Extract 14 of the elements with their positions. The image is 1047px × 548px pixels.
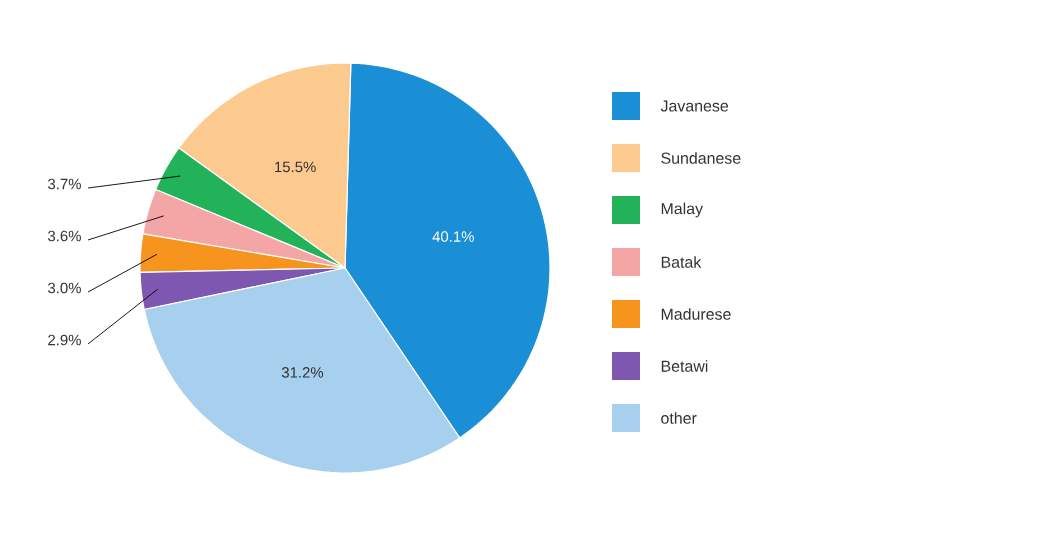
legend-label: other — [661, 412, 697, 424]
legend-label: Javanese — [660, 100, 729, 112]
data-label: 3.0% — [47, 282, 81, 294]
data-label: 31.2% — [281, 367, 324, 378]
legend-label: Betawi — [661, 360, 708, 372]
data-label: 40.1% — [432, 231, 474, 242]
data-label: 2.9% — [48, 334, 81, 346]
data-label: 15.5% — [275, 161, 316, 173]
legend-label: Malay — [661, 202, 703, 218]
legend-label: Sundanese — [661, 152, 741, 164]
data-label: 3.6% — [47, 230, 81, 242]
data-label: 3.7% — [47, 178, 81, 190]
legend-label: Madurese — [661, 308, 731, 320]
legend-label: Batak — [661, 256, 702, 268]
